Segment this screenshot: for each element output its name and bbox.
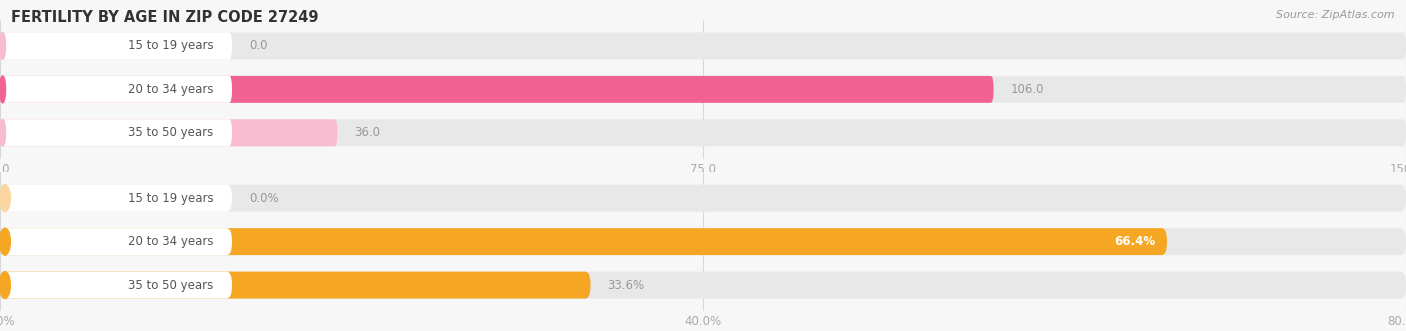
FancyBboxPatch shape bbox=[0, 119, 337, 146]
Circle shape bbox=[0, 76, 6, 103]
Text: 106.0: 106.0 bbox=[1011, 83, 1043, 96]
FancyBboxPatch shape bbox=[0, 32, 232, 59]
Text: Source: ZipAtlas.com: Source: ZipAtlas.com bbox=[1277, 10, 1395, 20]
Text: 36.0: 36.0 bbox=[354, 126, 380, 139]
Text: 20 to 34 years: 20 to 34 years bbox=[128, 83, 214, 96]
FancyBboxPatch shape bbox=[0, 228, 1406, 255]
Text: 66.4%: 66.4% bbox=[1115, 235, 1156, 248]
FancyBboxPatch shape bbox=[0, 76, 994, 103]
FancyBboxPatch shape bbox=[0, 119, 232, 146]
Text: FERTILITY BY AGE IN ZIP CODE 27249: FERTILITY BY AGE IN ZIP CODE 27249 bbox=[11, 10, 319, 25]
Circle shape bbox=[0, 32, 6, 59]
FancyBboxPatch shape bbox=[0, 185, 232, 212]
FancyBboxPatch shape bbox=[0, 185, 1406, 212]
Text: 15 to 19 years: 15 to 19 years bbox=[128, 39, 214, 52]
Text: 35 to 50 years: 35 to 50 years bbox=[128, 279, 212, 292]
FancyBboxPatch shape bbox=[0, 272, 1406, 299]
Text: 33.6%: 33.6% bbox=[607, 279, 644, 292]
FancyBboxPatch shape bbox=[0, 76, 1406, 103]
FancyBboxPatch shape bbox=[0, 272, 591, 299]
FancyBboxPatch shape bbox=[0, 32, 1406, 59]
FancyBboxPatch shape bbox=[0, 76, 232, 103]
Circle shape bbox=[0, 185, 10, 212]
FancyBboxPatch shape bbox=[0, 228, 1167, 255]
Text: 35 to 50 years: 35 to 50 years bbox=[128, 126, 212, 139]
Text: 20 to 34 years: 20 to 34 years bbox=[128, 235, 214, 248]
Circle shape bbox=[0, 119, 6, 146]
Text: 0.0%: 0.0% bbox=[249, 192, 278, 205]
FancyBboxPatch shape bbox=[0, 272, 232, 299]
Circle shape bbox=[0, 228, 10, 255]
Text: 0.0: 0.0 bbox=[249, 39, 267, 52]
Text: 15 to 19 years: 15 to 19 years bbox=[128, 192, 214, 205]
FancyBboxPatch shape bbox=[0, 228, 232, 255]
Circle shape bbox=[0, 272, 10, 299]
FancyBboxPatch shape bbox=[0, 119, 1406, 146]
